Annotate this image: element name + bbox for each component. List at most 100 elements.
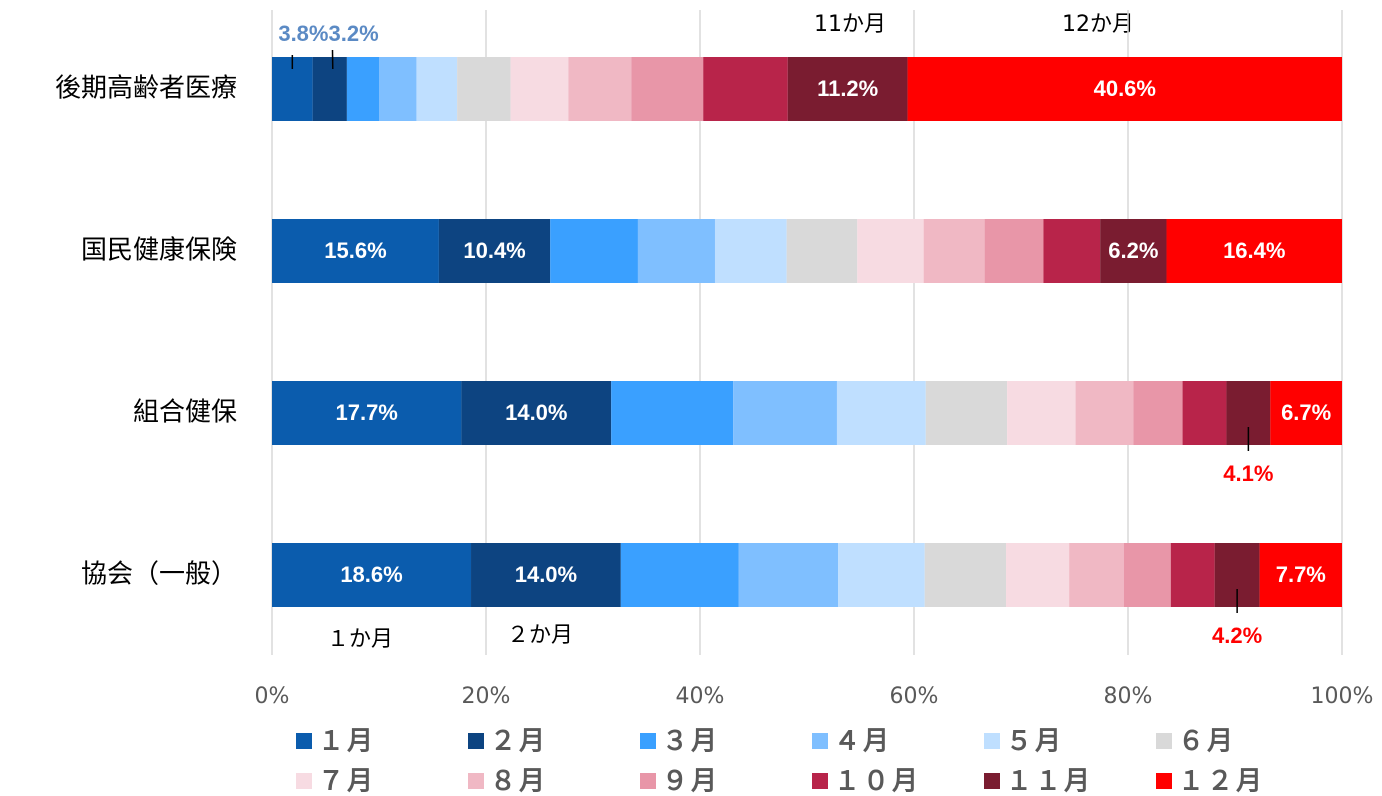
bar-segment	[857, 219, 924, 283]
data-label: 7.7%	[1276, 562, 1326, 587]
data-label: 6.2%	[1108, 238, 1158, 263]
bar-segment	[471, 543, 621, 607]
bar-segment	[416, 57, 458, 121]
bar-segment	[379, 57, 417, 121]
bar-segment	[787, 57, 908, 121]
bar-segment	[733, 381, 837, 445]
data-label: 40.6%	[1094, 76, 1156, 101]
bar-segment	[457, 57, 511, 121]
data-label: 11.2%	[817, 76, 878, 101]
bar-segment	[272, 219, 439, 283]
x-tick-label: 20%	[462, 684, 511, 709]
legend-swatch	[296, 733, 312, 749]
bar-segment	[568, 57, 632, 121]
category-label: 国民健康保険	[81, 236, 237, 266]
legend-swatch	[1156, 773, 1172, 789]
bar-segment	[312, 57, 347, 121]
bar-segment	[438, 219, 551, 283]
legend-label: １０月	[834, 767, 921, 796]
category-label: 組合健保	[133, 398, 237, 428]
bar-segment	[1069, 543, 1124, 607]
x-tick-label: 60%	[890, 684, 939, 709]
x-tick-label: 0%	[255, 684, 290, 709]
legend-label: ９月	[662, 767, 720, 796]
category-label: 協会（一般）	[81, 560, 237, 590]
bar-segment	[611, 381, 734, 445]
bar-segment	[925, 381, 1008, 445]
bar-segment	[1123, 543, 1171, 607]
bar-segment	[984, 219, 1044, 283]
annotation: 12か月	[1062, 12, 1134, 37]
data-label: 4.2%	[1212, 623, 1262, 648]
data-label: 18.6%	[340, 562, 402, 587]
bar-segment	[461, 381, 612, 445]
legend-swatch	[640, 773, 656, 789]
annotation: ２か月	[507, 623, 573, 648]
bar-segment	[703, 57, 788, 121]
data-label: 4.1%	[1223, 461, 1273, 486]
bar-segment	[550, 219, 638, 283]
legend-swatch	[468, 733, 484, 749]
bar-segment	[1043, 219, 1101, 283]
legend-swatch	[1156, 733, 1172, 749]
bar-segment	[1007, 381, 1076, 445]
legend-label: ３月	[662, 727, 720, 757]
legend-label: ８月	[490, 767, 548, 796]
legend-label: ５月	[1006, 727, 1064, 757]
bar-segment	[738, 543, 839, 607]
legend-label: ７月	[318, 767, 376, 796]
bar-segment	[1133, 381, 1183, 445]
legend-swatch	[468, 773, 484, 789]
bar-segment	[1259, 543, 1342, 607]
legend-swatch	[812, 773, 828, 789]
data-label: 3.8%	[278, 21, 328, 46]
bar-segment	[272, 381, 462, 445]
data-label: 15.6%	[324, 238, 386, 263]
x-tick-label: 40%	[676, 684, 725, 709]
bar-segment	[1170, 543, 1215, 607]
bar-segment	[838, 543, 925, 607]
bar-segment	[272, 543, 472, 607]
legend-swatch	[984, 733, 1000, 749]
legend-label: ４月	[834, 727, 892, 757]
bar-segment	[1182, 381, 1227, 445]
data-label: 10.4%	[463, 238, 525, 263]
legend-label: １２月	[1178, 767, 1265, 796]
legend-label: １月	[318, 727, 376, 757]
bar-segment	[637, 219, 715, 283]
data-label: 17.7%	[335, 400, 397, 425]
bar-segment	[346, 57, 379, 121]
legend-swatch	[296, 773, 312, 789]
annotation: 11か月	[814, 12, 886, 37]
bar-segment	[631, 57, 704, 121]
legend-label: １１月	[1006, 767, 1093, 796]
bar-segment	[714, 219, 787, 283]
bar-segment	[510, 57, 569, 121]
data-label: 14.0%	[515, 562, 577, 587]
legend-swatch	[812, 733, 828, 749]
x-tick-label: 100%	[1311, 684, 1374, 709]
legend-swatch	[984, 773, 1000, 789]
bar-segment	[836, 381, 926, 445]
bar-segment	[1100, 219, 1167, 283]
bar-segment	[907, 57, 1342, 121]
bar-segment	[786, 219, 858, 283]
bar-segment	[1166, 219, 1342, 283]
category-label: 後期高齢者医療	[55, 74, 237, 104]
annotation: １か月	[327, 627, 393, 652]
x-tick-label: 80%	[1104, 684, 1153, 709]
data-label: 6.7%	[1281, 400, 1331, 425]
bar-segment	[1006, 543, 1070, 607]
legend-label: ６月	[1178, 727, 1236, 757]
legend-label: ２月	[490, 727, 548, 757]
data-label: 3.2%	[328, 21, 378, 46]
bar-segment	[1270, 381, 1342, 445]
bar-segment	[1075, 381, 1134, 445]
data-label: 14.0%	[505, 400, 567, 425]
bar-segment	[923, 219, 985, 283]
bar-segment	[924, 543, 1007, 607]
bar-segment	[620, 543, 739, 607]
data-label: 16.4%	[1223, 238, 1285, 263]
legend-swatch	[640, 733, 656, 749]
